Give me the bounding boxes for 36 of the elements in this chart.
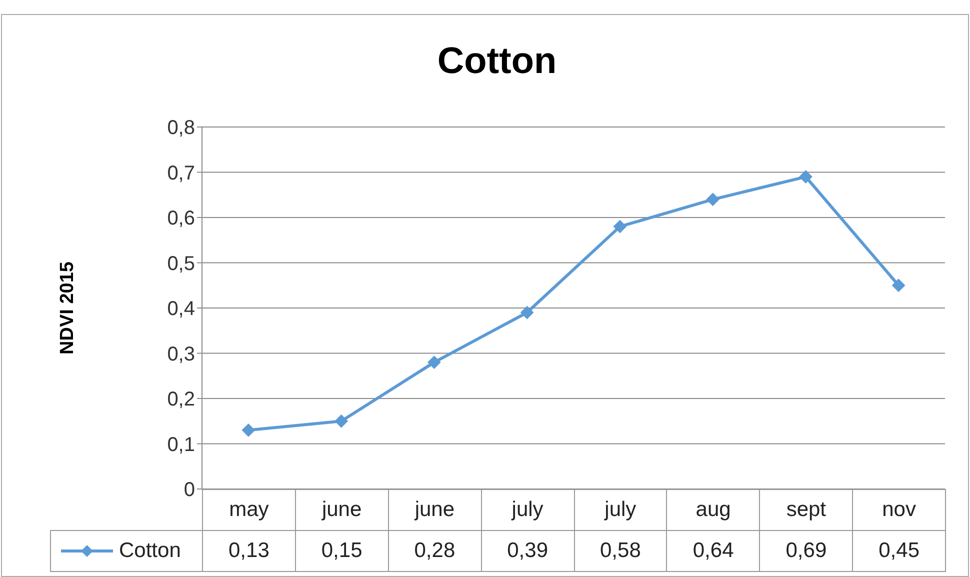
point	[892, 278, 906, 292]
point	[334, 414, 348, 428]
x-tick-label: may	[202, 489, 296, 531]
y-tick-label: 0,5	[167, 252, 195, 275]
x-tick-label: july	[574, 489, 668, 531]
x-tick-label: june	[388, 489, 482, 531]
data-label: 0,13	[202, 530, 296, 572]
point	[428, 356, 441, 369]
point	[520, 306, 534, 320]
point	[799, 170, 812, 184]
y-tick-label: 0	[184, 479, 195, 502]
x-tick-label: sept	[759, 489, 854, 531]
x-tick-label: aug	[666, 489, 760, 531]
x-tick-label: july	[480, 489, 574, 531]
y-tick-label: 0,3	[167, 343, 195, 366]
legend-label: Cotton	[119, 539, 181, 563]
y-tick-label: 0,4	[167, 298, 195, 320]
data-label: 0,45	[852, 530, 946, 572]
data-label: 0,64	[666, 530, 760, 572]
data-label: 0,39	[480, 530, 574, 572]
y-axis-title: NDVI 2015	[57, 262, 79, 354]
data-label: 0,58	[574, 530, 668, 572]
y-tick-label: 0,8	[167, 117, 195, 140]
y-tick-label: 0,1	[167, 434, 195, 456]
data-label: 0,15	[294, 530, 389, 572]
y-tick-label: 0,6	[167, 208, 195, 230]
y-tick-label: 0,2	[167, 388, 195, 411]
x-tick-label: nov	[852, 489, 946, 531]
x-tick-label: june	[294, 489, 389, 531]
point	[242, 424, 255, 437]
data-label: 0,69	[759, 530, 854, 572]
point	[613, 220, 626, 234]
y-tick-label: 0,7	[167, 162, 195, 184]
chart-title: Cotton	[436, 40, 558, 82]
point	[706, 192, 720, 206]
data-label: 0,28	[388, 530, 482, 572]
